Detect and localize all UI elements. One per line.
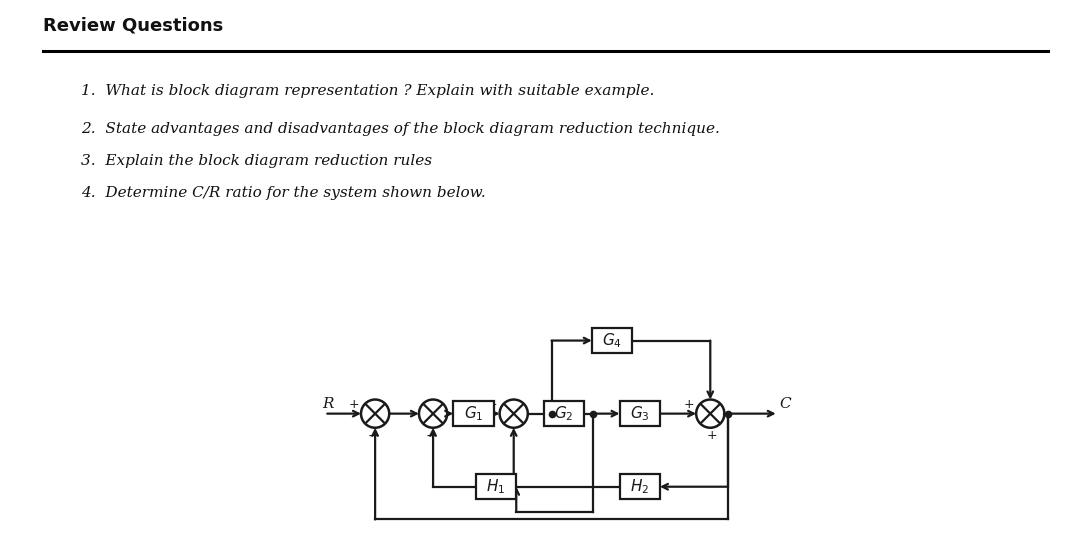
FancyBboxPatch shape bbox=[476, 474, 516, 500]
FancyBboxPatch shape bbox=[620, 474, 660, 500]
Text: +: + bbox=[349, 397, 359, 410]
FancyBboxPatch shape bbox=[592, 328, 632, 353]
Text: 1.  What is block diagram representation ? Explain with suitable example.: 1. What is block diagram representation … bbox=[81, 84, 654, 98]
Text: 3.  Explain the block diagram reduction rules: 3. Explain the block diagram reduction r… bbox=[81, 154, 432, 168]
Text: 4.  Determine C/R ratio for the system shown below.: 4. Determine C/R ratio for the system sh… bbox=[81, 186, 486, 200]
Text: $H_1$: $H_1$ bbox=[486, 477, 505, 496]
Text: $G_2$: $G_2$ bbox=[554, 404, 573, 423]
FancyBboxPatch shape bbox=[544, 401, 584, 426]
Text: $G_4$: $G_4$ bbox=[602, 331, 622, 350]
Text: −: − bbox=[367, 429, 379, 443]
Text: +: + bbox=[487, 397, 498, 410]
Text: −: − bbox=[426, 429, 437, 443]
FancyBboxPatch shape bbox=[454, 401, 494, 426]
Text: $G_1$: $G_1$ bbox=[463, 404, 483, 423]
Text: Review Questions: Review Questions bbox=[43, 16, 224, 34]
Text: $G_3$: $G_3$ bbox=[630, 404, 649, 423]
Text: +: + bbox=[684, 397, 694, 410]
Text: $H_2$: $H_2$ bbox=[630, 477, 649, 496]
FancyBboxPatch shape bbox=[620, 401, 660, 426]
Text: C: C bbox=[780, 396, 792, 410]
Text: +: + bbox=[707, 429, 717, 442]
Text: 2.  State advantages and disadvantages of the block diagram reduction technique.: 2. State advantages and disadvantages of… bbox=[81, 122, 720, 136]
Text: R: R bbox=[322, 396, 334, 410]
